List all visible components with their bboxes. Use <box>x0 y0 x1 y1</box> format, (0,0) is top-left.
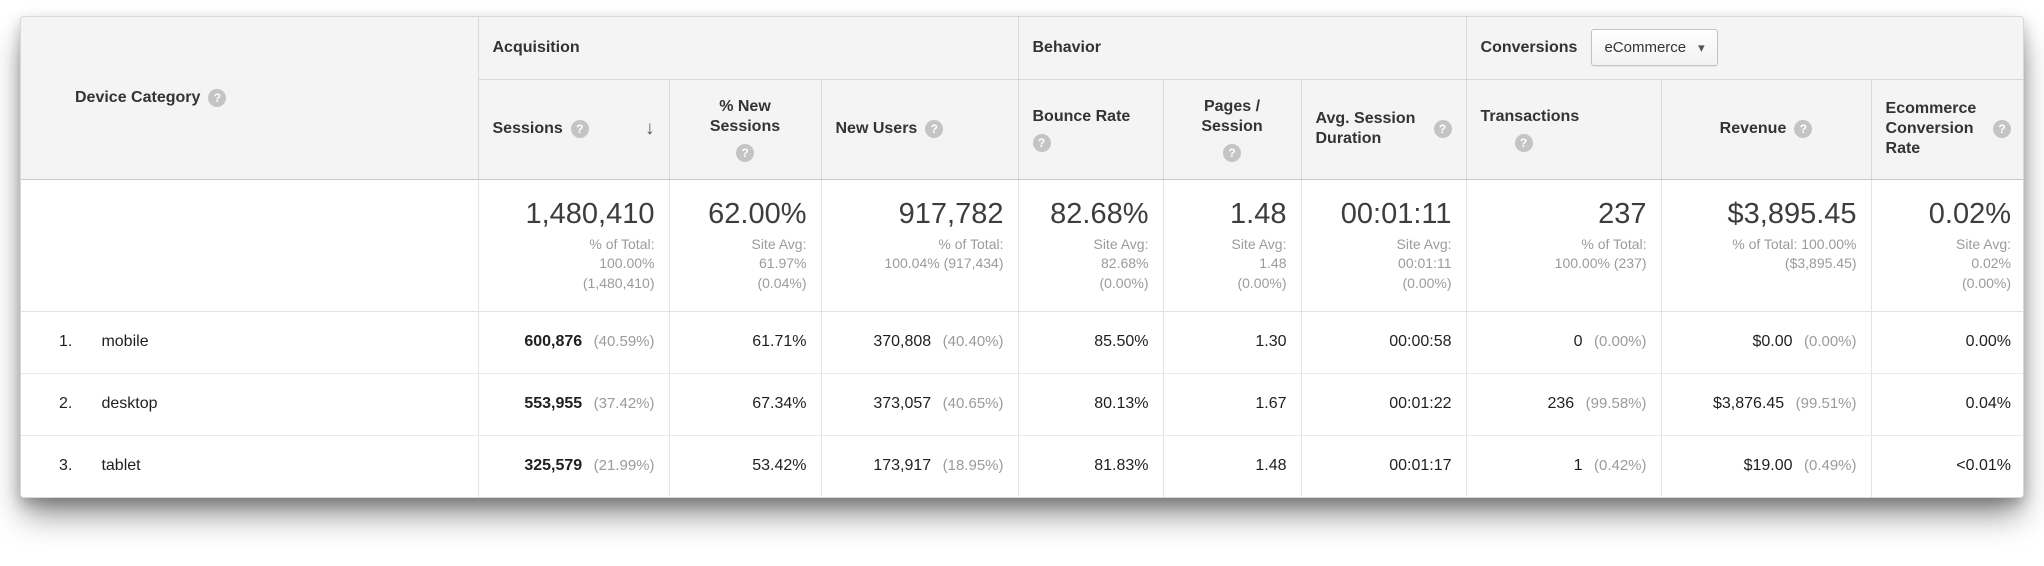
cell-revenue: $3,876.45 (99.51%) <box>1660 373 1872 436</box>
group-header-conversions: Conversions eCommerce ▾ <box>1465 17 2023 80</box>
cell-percent-new-sessions: 53.42% <box>668 435 821 497</box>
ecommerce-goal-selector-value: eCommerce <box>1604 39 1687 57</box>
device-cell: 2. desktop <box>21 373 478 436</box>
col-header-bounce-rate[interactable]: Bounce Rate ? <box>1017 79 1163 180</box>
col-header-sessions[interactable]: Sessions ? ↓ <box>477 79 669 180</box>
total-transactions: 237 % of Total: 100.00% (237) <box>1465 179 1662 312</box>
cell-pages-per-session: 1.67 <box>1162 373 1301 436</box>
help-icon[interactable]: ? <box>1514 133 1533 152</box>
total-percent-new-sessions: 62.00% Site Avg: 61.97% (0.04%) <box>668 179 821 312</box>
col-header-new-users[interactable]: New Users ? <box>820 79 1018 180</box>
help-icon[interactable]: ? <box>736 143 754 162</box>
device-category-table: Device Category ? Acquisition Behavior C… <box>21 17 2023 497</box>
analytics-table-card: Device Category ? Acquisition Behavior C… <box>20 16 2024 498</box>
table-row-tablet: 3. tablet 325,579 (21.99%) 53.42% 173,91… <box>21 435 2023 497</box>
device-cell: 3. tablet <box>21 435 478 497</box>
help-icon[interactable]: ? <box>1433 120 1452 138</box>
cell-transactions: 236 (99.58%) <box>1465 373 1662 436</box>
caret-down-icon: ▾ <box>1698 39 1705 55</box>
sort-desc-icon: ↓ <box>645 118 655 139</box>
cell-new-users: 173,917 (18.95%) <box>820 435 1018 497</box>
col-header-ecommerce-conversion-rate[interactable]: Ecommerce Conversion Rate ? <box>1870 79 2023 180</box>
table-row-desktop: 2. desktop 553,955 (37.42%) 67.34% 373,0… <box>21 373 2023 436</box>
total-sessions: 1,480,410 % of Total: 100.00% (1,480,410… <box>477 179 669 312</box>
help-icon[interactable]: ? <box>1032 133 1051 152</box>
help-icon[interactable]: ? <box>208 88 227 107</box>
cell-avg-session-duration: 00:00:58 <box>1300 311 1467 374</box>
totals-row: 1,480,410 % of Total: 100.00% (1,480,410… <box>21 179 2023 312</box>
row-index: 1. <box>59 333 73 350</box>
cell-transactions: 1 (0.42%) <box>1465 435 1662 497</box>
cell-bounce-rate: 81.83% <box>1017 435 1163 497</box>
total-new-users: 917,782 % of Total: 100.04% (917,434) <box>820 179 1018 312</box>
cell-new-users: 370,808 (40.40%) <box>820 311 1018 374</box>
cell-bounce-rate: 80.13% <box>1017 373 1163 436</box>
device-label: mobile <box>101 333 149 350</box>
cell-ecommerce-conversion-rate: 0.00% <box>1870 311 2023 374</box>
total-revenue: $3,895.45 % of Total: 100.00% ($3,895.45… <box>1660 179 1872 312</box>
device-label: desktop <box>101 395 158 412</box>
row-index: 3. <box>59 457 73 475</box>
group-header-behavior: Behavior <box>1017 17 1467 80</box>
col-header-pages-per-session[interactable]: Pages / Session ? <box>1162 79 1301 180</box>
cell-percent-new-sessions: 67.34% <box>668 373 821 436</box>
cell-revenue: $0.00 (0.00%) <box>1660 311 1872 374</box>
device-label: tablet <box>101 457 141 475</box>
col-header-revenue[interactable]: Revenue ? <box>1660 79 1872 180</box>
table-row-mobile: 1. mobile 600,876 (40.59%) 61.71% 370,80… <box>21 311 2023 374</box>
cell-avg-session-duration: 00:01:22 <box>1300 373 1467 436</box>
device-cell: 1. mobile <box>21 311 478 374</box>
cell-sessions: 553,955 (37.42%) <box>477 373 669 436</box>
col-header-avg-session-duration[interactable]: Avg. Session Duration ? <box>1300 79 1467 180</box>
help-icon[interactable]: ? <box>1223 143 1241 162</box>
cell-avg-session-duration: 00:01:17 <box>1300 435 1467 497</box>
cell-new-users: 373,057 (40.65%) <box>820 373 1018 436</box>
cell-sessions: 325,579 (21.99%) <box>477 435 669 497</box>
cell-revenue: $19.00 (0.49%) <box>1660 435 1872 497</box>
cell-transactions: 0 (0.00%) <box>1465 311 1662 374</box>
group-header-row: Device Category ? Acquisition Behavior C… <box>21 17 2023 180</box>
total-ecommerce-conversion-rate: 0.02% Site Avg: 0.02% (0.00%) <box>1870 179 2023 312</box>
row-index: 2. <box>59 395 73 412</box>
group-header-acquisition: Acquisition <box>477 17 1018 80</box>
column-header-row: Sessions ? ↓ % New Sessions ? New <box>21 79 2023 180</box>
col-header-transactions[interactable]: Transactions ? <box>1465 79 1662 180</box>
total-bounce-rate: 82.68% Site Avg: 82.68% (0.00%) <box>1017 179 1163 312</box>
cell-ecommerce-conversion-rate: 0.04% <box>1870 373 2023 436</box>
cell-ecommerce-conversion-rate: <0.01% <box>1870 435 2023 497</box>
cell-bounce-rate: 85.50% <box>1017 311 1163 374</box>
ecommerce-goal-selector[interactable]: eCommerce ▾ <box>1591 29 1718 67</box>
help-icon[interactable]: ? <box>1993 120 2012 138</box>
col-header-device-category[interactable]: Device Category ? <box>21 17 478 180</box>
help-icon[interactable]: ? <box>570 120 589 138</box>
col-header-percent-new-sessions[interactable]: % New Sessions ? <box>668 79 821 180</box>
device-category-label: Device Category <box>75 88 201 106</box>
totals-device-category <box>21 179 478 312</box>
total-pages-per-session: 1.48 Site Avg: 1.48 (0.00%) <box>1162 179 1301 312</box>
total-avg-session-duration: 00:01:11 Site Avg: 00:01:11 (0.00%) <box>1300 179 1467 312</box>
help-icon[interactable]: ? <box>1794 120 1813 138</box>
cell-pages-per-session: 1.30 <box>1162 311 1301 374</box>
help-icon[interactable]: ? <box>925 120 944 138</box>
cell-percent-new-sessions: 61.71% <box>668 311 821 374</box>
cell-pages-per-session: 1.48 <box>1162 435 1301 497</box>
cell-sessions: 600,876 (40.59%) <box>477 311 669 374</box>
